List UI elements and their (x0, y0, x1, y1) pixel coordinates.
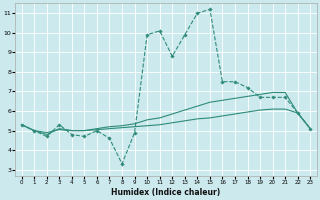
X-axis label: Humidex (Indice chaleur): Humidex (Indice chaleur) (111, 188, 220, 197)
